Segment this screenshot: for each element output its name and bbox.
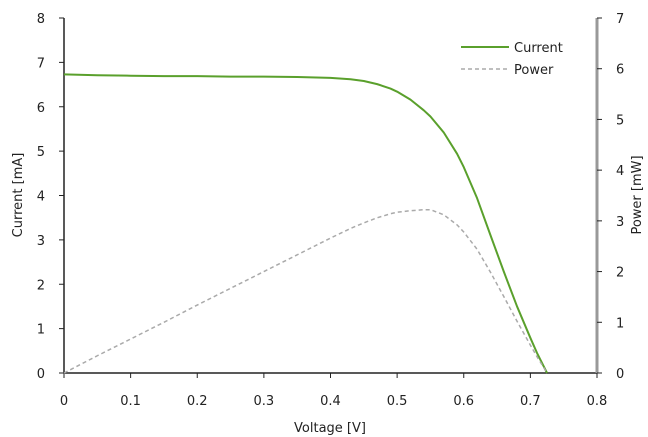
y2-tick-label: 1 [616,316,624,331]
power-line [63,208,548,374]
legend-current-label: Current [514,41,563,56]
x-tick-label: 0.2 [187,394,208,409]
y2-tick-label: 4 [616,164,624,179]
y-tick-label: 5 [37,145,45,160]
x-tick-label: 0.1 [120,394,141,409]
x-tick-label: 0.8 [587,394,608,409]
x-tick-label: 0.3 [254,394,275,409]
axes: 0 0.1 0.2 0.3 0.4 0.5 0.6 0.7 0.8 0 1 2 3 4 5 6 7 8 0 1 2 3 4 5… [37,12,625,409]
x-tick-label: 0.4 [320,394,341,409]
y2-tick-label: 3 [616,215,624,230]
y2-tick-label: 7 [616,12,624,27]
y-tick-label: 1 [37,323,45,338]
y-tick-label: 8 [37,12,45,27]
series-layer [63,73,548,374]
y-tick-label: 7 [37,56,45,71]
current-line [63,73,548,374]
y2-tick-label: 2 [616,266,624,281]
y2-tick-label: 5 [616,113,624,128]
y-tick-label: 6 [37,101,45,116]
y-tick-label: 2 [37,278,45,293]
y-tick-label: 4 [37,190,45,205]
y2-axis-title: Power [mW] [630,155,645,234]
y-axis-title: Current [mA] [11,153,26,238]
x-tick-label: 0 [60,394,68,409]
y-tick-label: 0 [37,367,45,382]
y-tick-label: 3 [37,234,45,249]
x-tick-label: 0.6 [453,394,474,409]
legend: Current Power [461,41,563,78]
x-tick-label: 0.5 [387,394,408,409]
legend-power-label: Power [514,63,554,78]
y2-tick-label: 0 [616,367,624,382]
x-tick-label: 0.7 [520,394,541,409]
y2-tick-label: 6 [616,63,624,78]
x-axis-title: Voltage [V] [294,421,366,436]
